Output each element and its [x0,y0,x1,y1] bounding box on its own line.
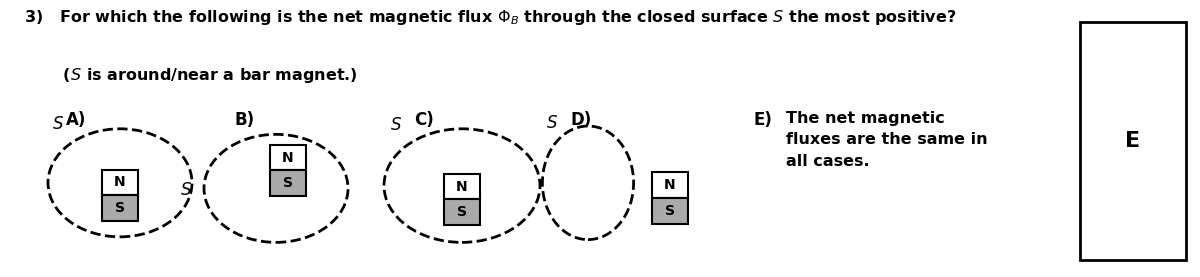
Text: S: S [665,204,674,218]
Text: S: S [283,176,293,190]
Text: C): C) [414,111,433,129]
Text: $S$: $S$ [390,116,402,134]
FancyBboxPatch shape [444,199,480,225]
Text: E): E) [754,111,773,129]
FancyBboxPatch shape [1080,22,1186,260]
FancyBboxPatch shape [652,198,688,224]
Text: A): A) [66,111,86,129]
FancyBboxPatch shape [444,174,480,199]
Text: $S$: $S$ [180,181,192,199]
Text: N: N [282,150,294,165]
FancyBboxPatch shape [102,195,138,221]
Text: N: N [456,179,468,194]
Text: $S$: $S$ [52,115,64,133]
Text: D): D) [570,111,592,129]
FancyBboxPatch shape [652,172,688,198]
FancyBboxPatch shape [270,145,306,170]
Text: B): B) [234,111,254,129]
Text: S: S [457,205,467,219]
Text: The net magnetic
fluxes are the same in
all cases.: The net magnetic fluxes are the same in … [786,111,988,169]
FancyBboxPatch shape [102,170,138,195]
Text: N: N [114,175,126,189]
Text: ($S$ is around/near a bar magnet.): ($S$ is around/near a bar magnet.) [24,66,358,86]
Text: E: E [1126,131,1140,151]
Text: 3)   For which the following is the net magnetic flux $\Phi_B$ through the close: 3) For which the following is the net ma… [24,8,956,27]
Text: N: N [664,178,676,192]
FancyBboxPatch shape [270,170,306,196]
Text: $S$: $S$ [546,114,558,132]
Text: S: S [115,201,125,215]
